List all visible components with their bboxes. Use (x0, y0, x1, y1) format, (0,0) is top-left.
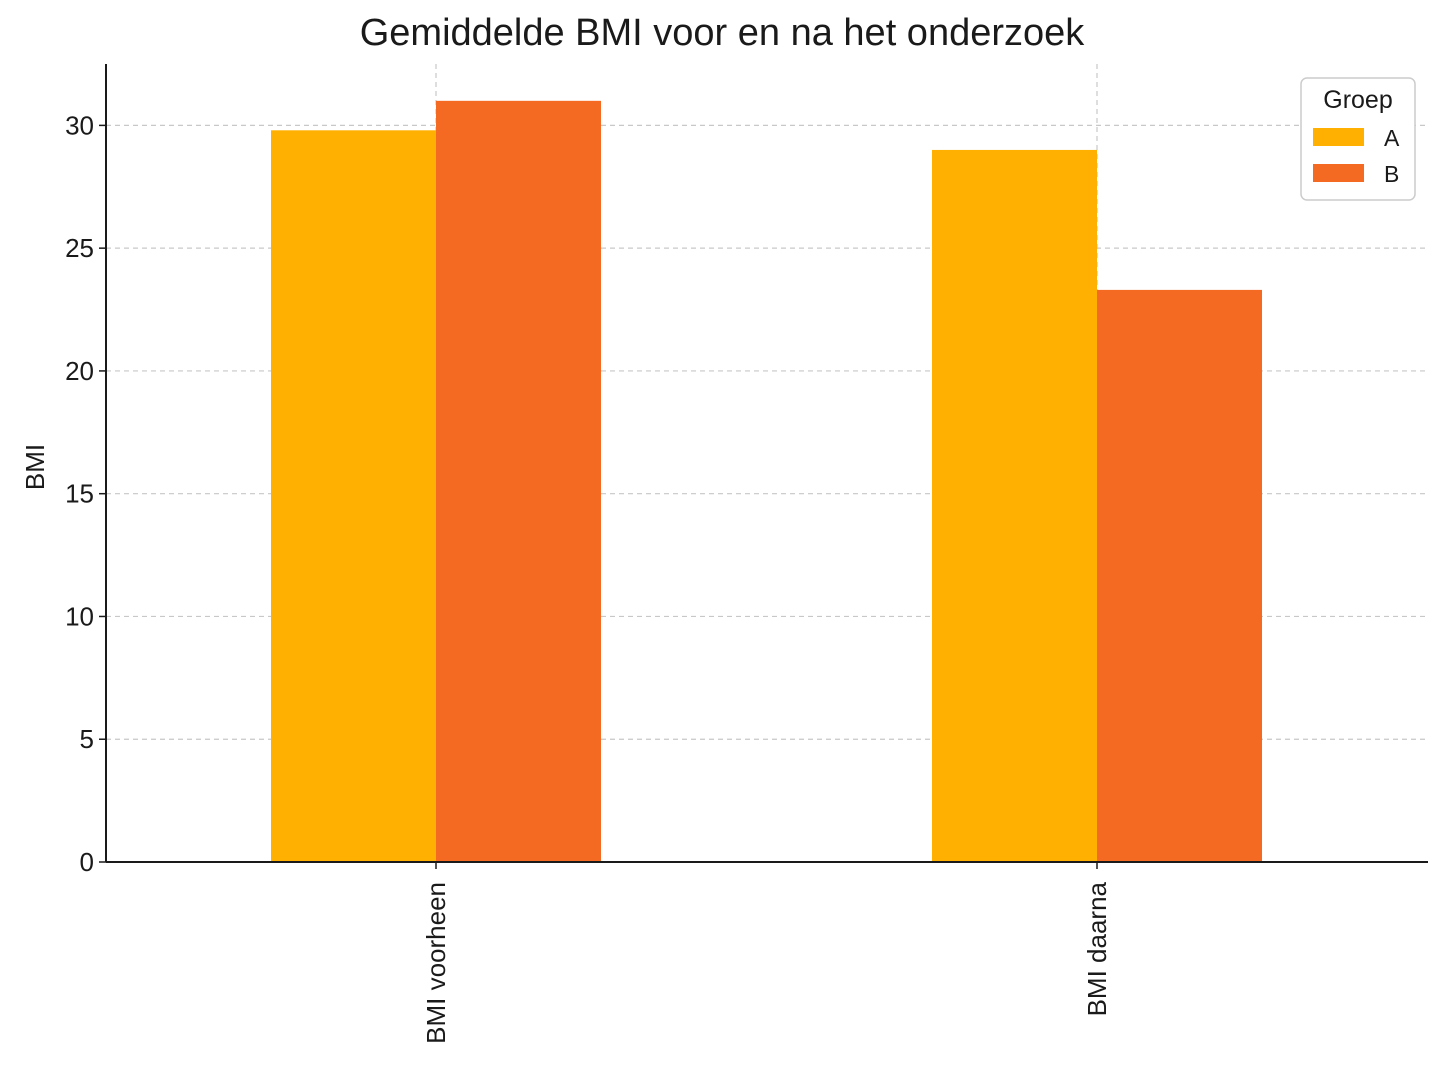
y-tick-label: 20 (65, 356, 94, 386)
bars (271, 100, 1262, 863)
axes (105, 64, 1428, 863)
y-tick-label: 5 (80, 724, 94, 754)
legend-swatch-B (1313, 164, 1364, 182)
x-tick-label: BMI daarna (1082, 881, 1112, 1016)
bar-A-0 (271, 130, 436, 862)
x-ticks: BMI voorheen BMI daarna (421, 862, 1112, 1044)
legend-label-B: B (1384, 161, 1399, 187)
y-tick-label: 30 (65, 110, 94, 140)
bar-B-1 (1097, 289, 1262, 862)
y-tick-label: 10 (65, 601, 94, 631)
legend-title: Groep (1323, 86, 1392, 114)
legend-label-A: A (1384, 125, 1400, 151)
bar-A-1 (932, 149, 1097, 862)
legend-swatch-A (1313, 128, 1364, 146)
x-tick-label: BMI voorheen (421, 882, 451, 1044)
y-tick-label: 15 (65, 479, 94, 509)
y-axis-label: BMI (20, 444, 50, 490)
bar-B-0 (436, 100, 601, 863)
y-tick-label: 25 (65, 233, 94, 263)
y-ticks: 0 5 10 15 20 25 30 (65, 110, 106, 877)
legend: Groep AB (1300, 77, 1416, 201)
chart-title: Gemiddelde BMI voor en na het onderzoek (360, 12, 1086, 54)
y-tick-label: 0 (80, 847, 94, 877)
